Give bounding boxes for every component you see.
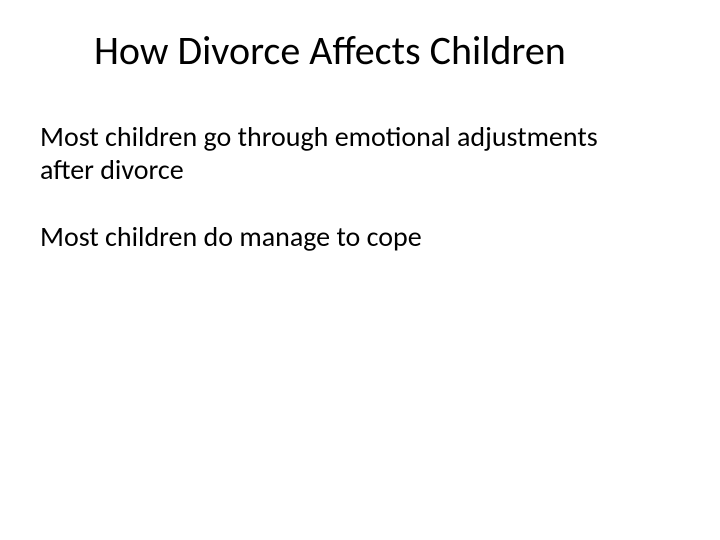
body-paragraph: Most children go through emotional adjus… xyxy=(40,120,600,186)
slide: How Divorce Affects Children Most childr… xyxy=(0,0,720,540)
slide-body: Most children go through emotional adjus… xyxy=(40,120,600,287)
slide-title: How Divorce Affects Children xyxy=(94,28,654,74)
body-paragraph: Most children do manage to cope xyxy=(40,220,600,253)
